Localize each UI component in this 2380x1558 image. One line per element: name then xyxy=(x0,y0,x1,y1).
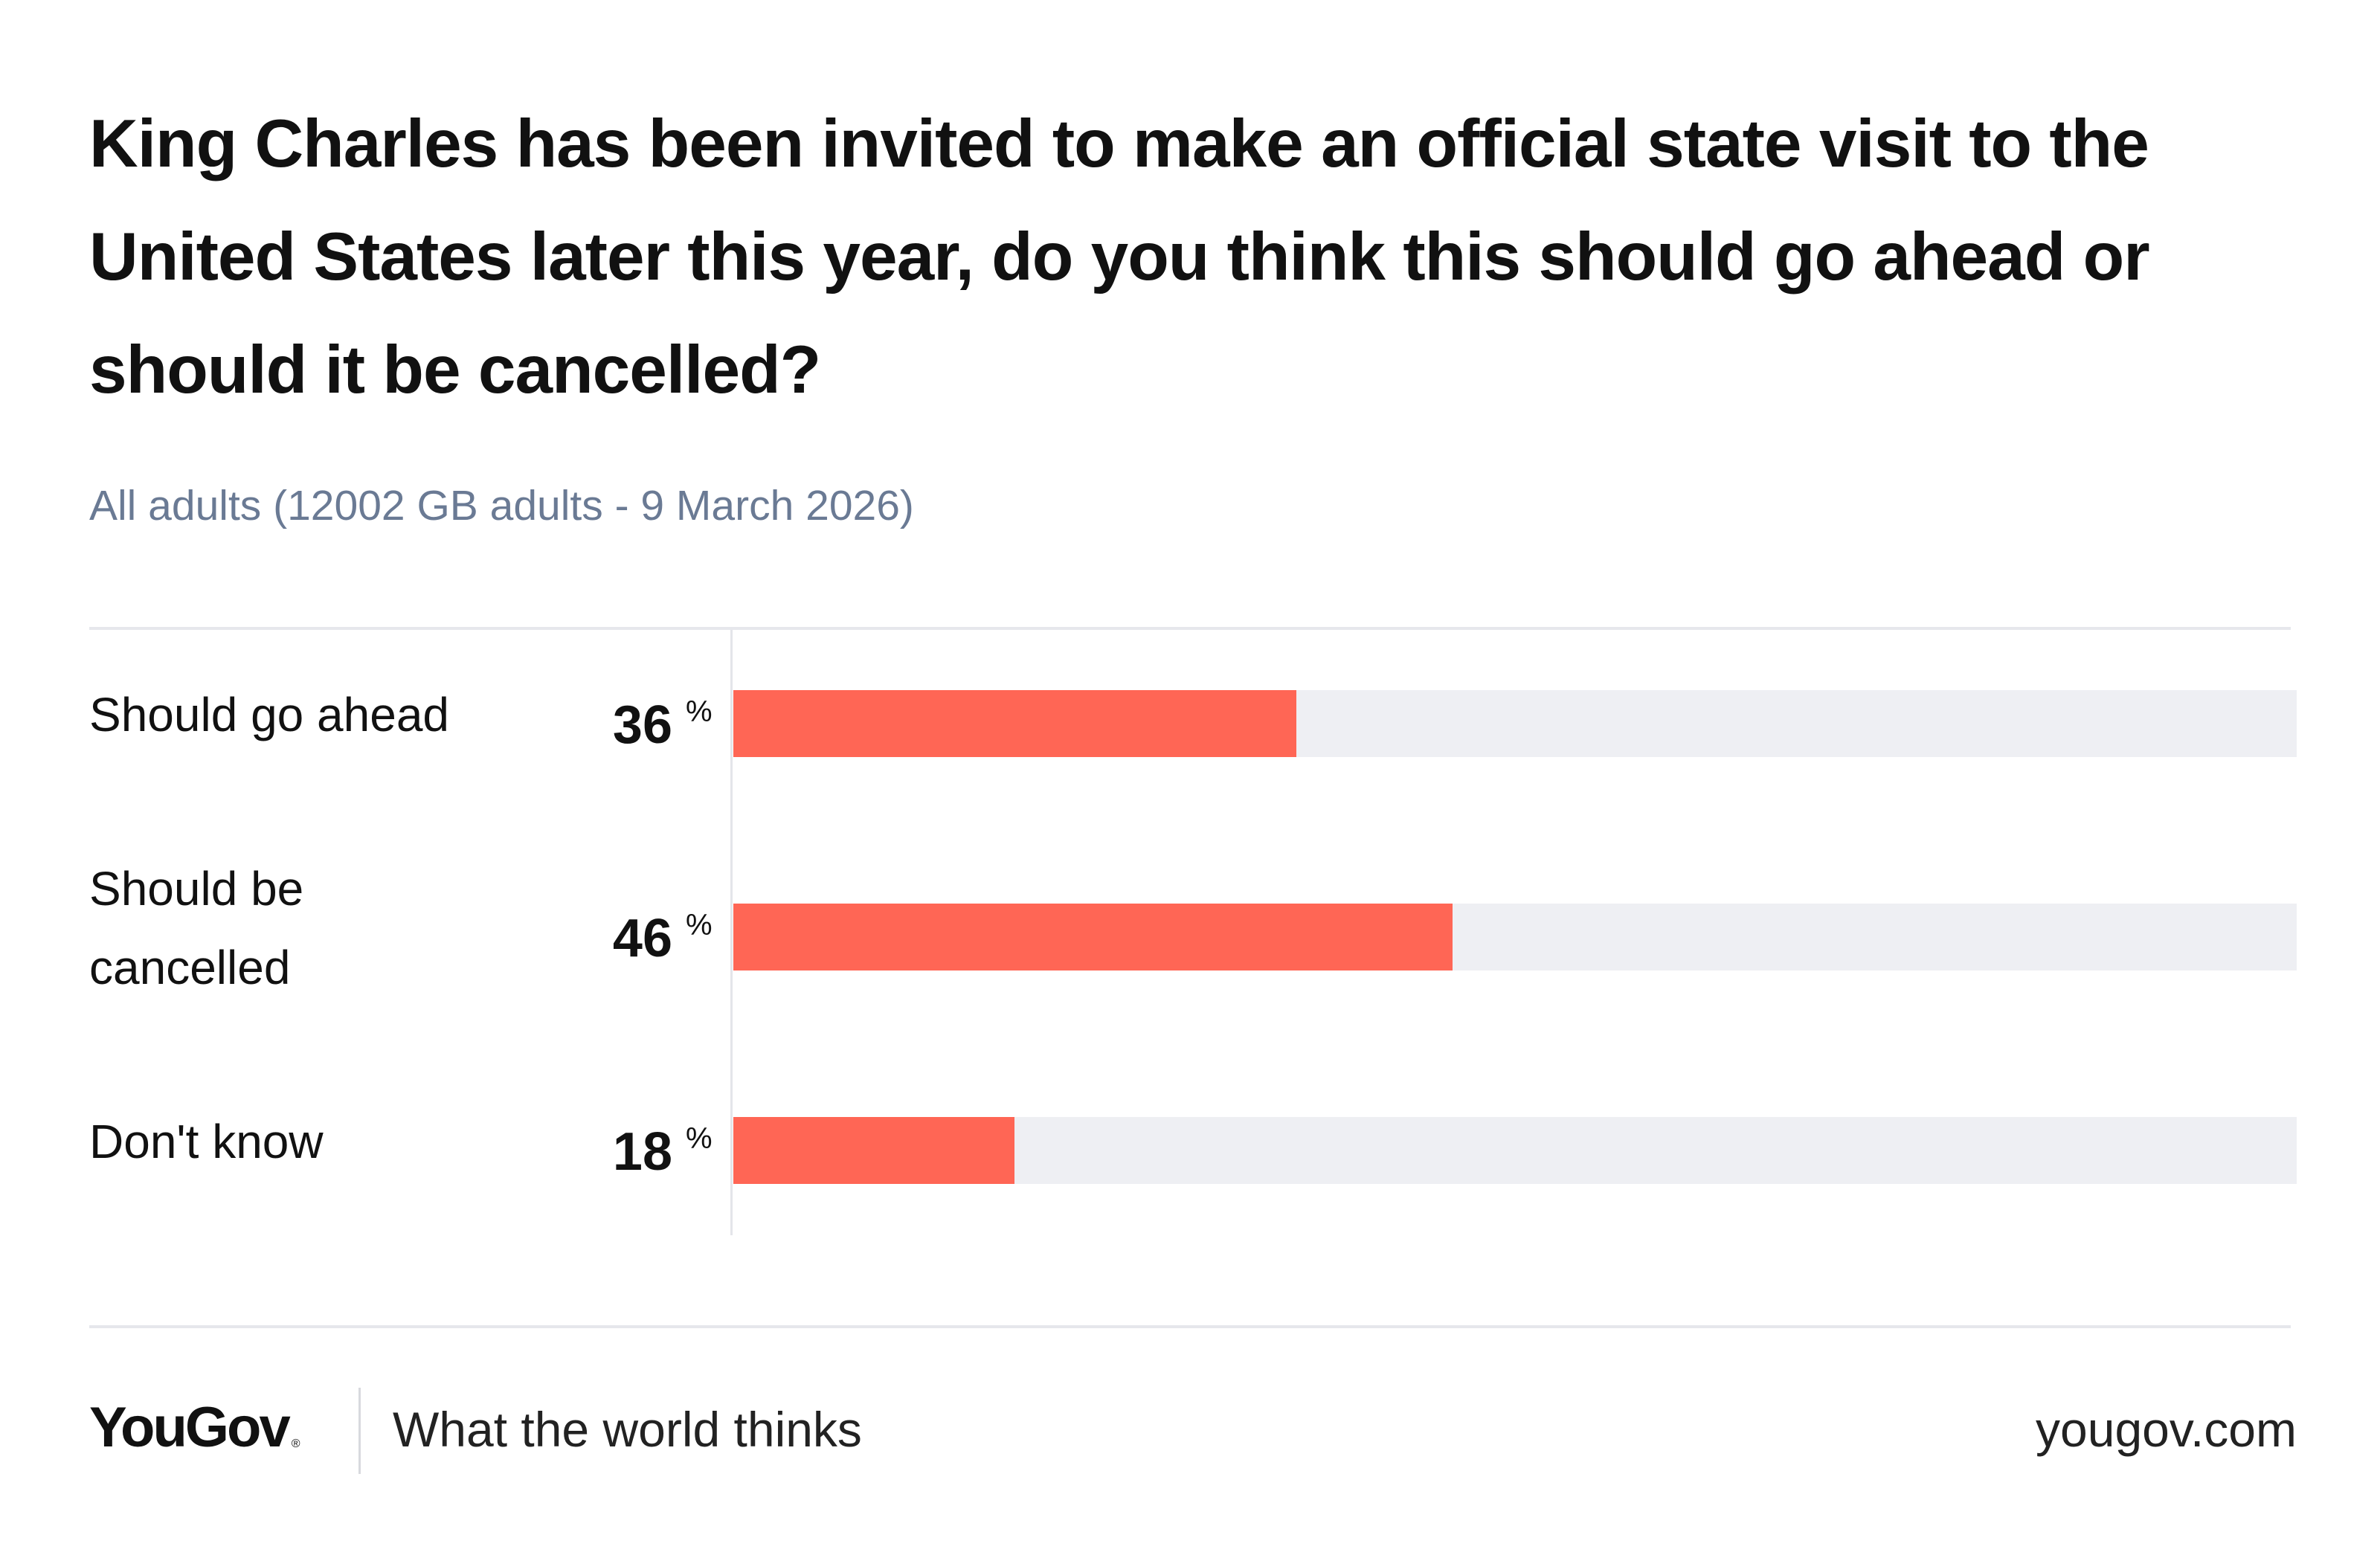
bar-track xyxy=(733,1117,2297,1184)
bar xyxy=(733,1117,1014,1184)
percent-sign: % xyxy=(686,1122,713,1155)
category-label: Don't know xyxy=(89,1115,324,1168)
category-label: Should be cancelled xyxy=(89,862,304,994)
percent-sign: % xyxy=(686,695,713,728)
bar-track xyxy=(733,904,2297,970)
value-label: 18 xyxy=(612,1122,672,1182)
percent-sign: % xyxy=(686,909,713,941)
category-label: Should go ahead xyxy=(89,688,449,741)
bar xyxy=(733,904,1453,970)
bottom-divider xyxy=(89,1325,2291,1328)
top-divider xyxy=(89,627,2291,630)
value-label: 46 xyxy=(612,909,672,968)
bar xyxy=(733,690,1296,757)
footer-separator xyxy=(358,1388,361,1474)
logo-registered-mark: ® xyxy=(291,1438,300,1450)
footer-site-url: yougov.com xyxy=(2036,1402,2297,1457)
logo-text: YouGov xyxy=(89,1396,291,1459)
bar-track xyxy=(733,690,2297,757)
footer-tagline: What the world thinks xyxy=(393,1402,862,1457)
chart-subtitle: All adults (12002 GB adults - 9 March 20… xyxy=(89,482,914,529)
yougov-logo: YouGov ® xyxy=(89,1391,300,1465)
chart-title: King Charles has been invited to make an… xyxy=(89,106,2150,408)
bar-axis-line xyxy=(730,630,733,1235)
value-label: 36 xyxy=(612,695,672,755)
